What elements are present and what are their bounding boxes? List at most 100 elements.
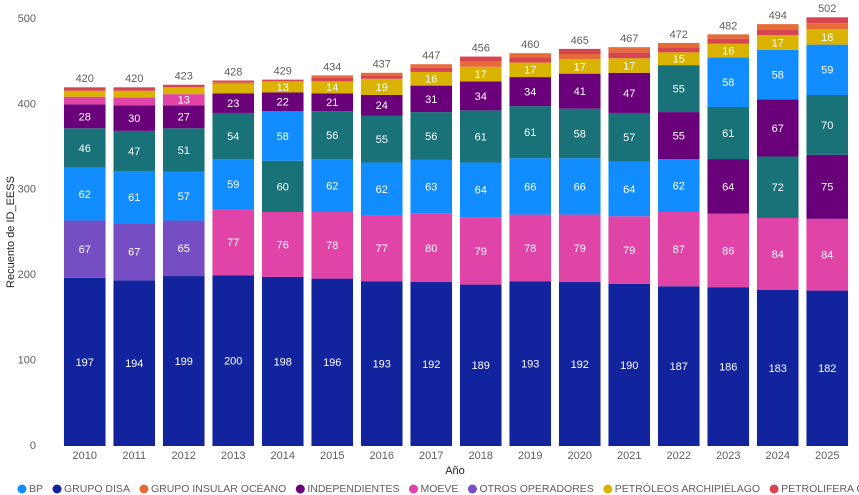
bar-segment [261, 276, 304, 446]
legend-marker [409, 484, 418, 494]
data-label: 62 [326, 180, 338, 192]
bar-segment [261, 111, 304, 161]
data-label: 58 [772, 69, 784, 81]
data-label: 61 [475, 131, 487, 143]
data-label: 19 [376, 82, 388, 94]
bar-segment [657, 212, 700, 287]
bar-segment [311, 93, 354, 112]
bar-segment [756, 289, 799, 446]
bar-segment [657, 52, 700, 66]
data-label: 77 [227, 237, 239, 249]
data-label: 30 [128, 113, 140, 125]
bar-segment [459, 110, 502, 163]
bar-segment [806, 218, 849, 291]
bar-segment [360, 281, 403, 446]
x-tick-label: 2020 [568, 450, 592, 462]
data-label: 75 [821, 182, 833, 194]
data-label: 67 [128, 247, 140, 259]
data-label: 27 [178, 112, 190, 124]
bar-segment [360, 95, 403, 116]
bar-segment [608, 216, 651, 284]
total-label: 467 [620, 33, 638, 45]
bar-segment [707, 106, 750, 160]
bar-segment [311, 159, 354, 213]
bar-segment [162, 87, 205, 95]
data-label: 55 [673, 130, 685, 142]
total-label: 434 [323, 61, 341, 73]
bar-segment [311, 278, 354, 446]
bar-segment [657, 112, 700, 160]
bar-segment [459, 66, 502, 82]
bar-segment [212, 93, 255, 113]
bar-segment [707, 57, 750, 107]
bar-segment [459, 284, 502, 446]
bar-segment [509, 281, 552, 446]
bar-segment [657, 65, 700, 113]
bar-segment [162, 84, 205, 88]
x-tick-label: 2017 [419, 450, 443, 462]
total-label: 428 [224, 66, 242, 78]
data-label: 59 [227, 179, 239, 191]
data-label: 199 [175, 356, 193, 368]
bar-segment [806, 290, 849, 446]
data-label: 65 [178, 243, 190, 255]
bar-segment [162, 105, 205, 129]
data-label: 17 [524, 65, 536, 77]
bar-segment [212, 82, 255, 84]
legend-marker [17, 484, 27, 494]
data-label: 87 [673, 244, 685, 256]
data-label: 86 [722, 245, 734, 257]
bar-segment [459, 61, 502, 67]
data-label: 62 [79, 189, 91, 201]
total-label: 460 [521, 39, 539, 51]
bar-segment [657, 286, 700, 446]
bar-segment [261, 92, 304, 112]
data-label: 79 [574, 243, 586, 255]
bar-segment [212, 83, 255, 94]
bar-segment [657, 42, 700, 48]
data-label: 58 [277, 131, 289, 143]
y-tick-label: 200 [18, 269, 36, 281]
bar-segment [509, 214, 552, 282]
bar-segment [212, 275, 255, 446]
bar-segment [608, 58, 651, 73]
data-label: 34 [475, 91, 487, 103]
bar-segment [162, 171, 205, 221]
total-label: 423 [175, 71, 193, 83]
bar-segment [63, 220, 106, 278]
bar-segment [63, 96, 106, 105]
bar-segment [707, 287, 750, 446]
data-label: 57 [623, 132, 635, 144]
bar-segment [509, 106, 552, 159]
total-label: 502 [818, 3, 836, 15]
total-label: 472 [670, 29, 688, 41]
bar-segment [113, 90, 156, 98]
legend-label: GRUPO DISA [64, 483, 130, 495]
data-label: 66 [574, 181, 586, 193]
x-tick-label: 2024 [766, 450, 790, 462]
data-label: 198 [274, 356, 292, 368]
x-tick-label: 2013 [221, 450, 245, 462]
x-tick-label: 2011 [122, 450, 146, 462]
bar-segment [558, 48, 601, 55]
data-label: 15 [673, 54, 685, 66]
bar-segment [212, 80, 255, 83]
bar-segment [558, 54, 601, 60]
data-label: 23 [227, 98, 239, 110]
bar-segment [558, 59, 601, 74]
bar-segment [410, 85, 453, 113]
data-label: 16 [425, 74, 437, 86]
bar-segment [756, 217, 799, 290]
bar-segment [806, 154, 849, 219]
bar-segment [756, 99, 799, 157]
bar-segment [113, 97, 156, 106]
data-label: 61 [128, 192, 140, 204]
total-label: 447 [422, 50, 440, 62]
x-tick-label: 2016 [370, 450, 394, 462]
bar-segment [756, 35, 799, 50]
bar-segment [509, 57, 552, 63]
bar-segment [410, 282, 453, 446]
bar-segment [558, 282, 601, 446]
data-label: 192 [422, 359, 440, 371]
data-label: 78 [326, 240, 338, 252]
